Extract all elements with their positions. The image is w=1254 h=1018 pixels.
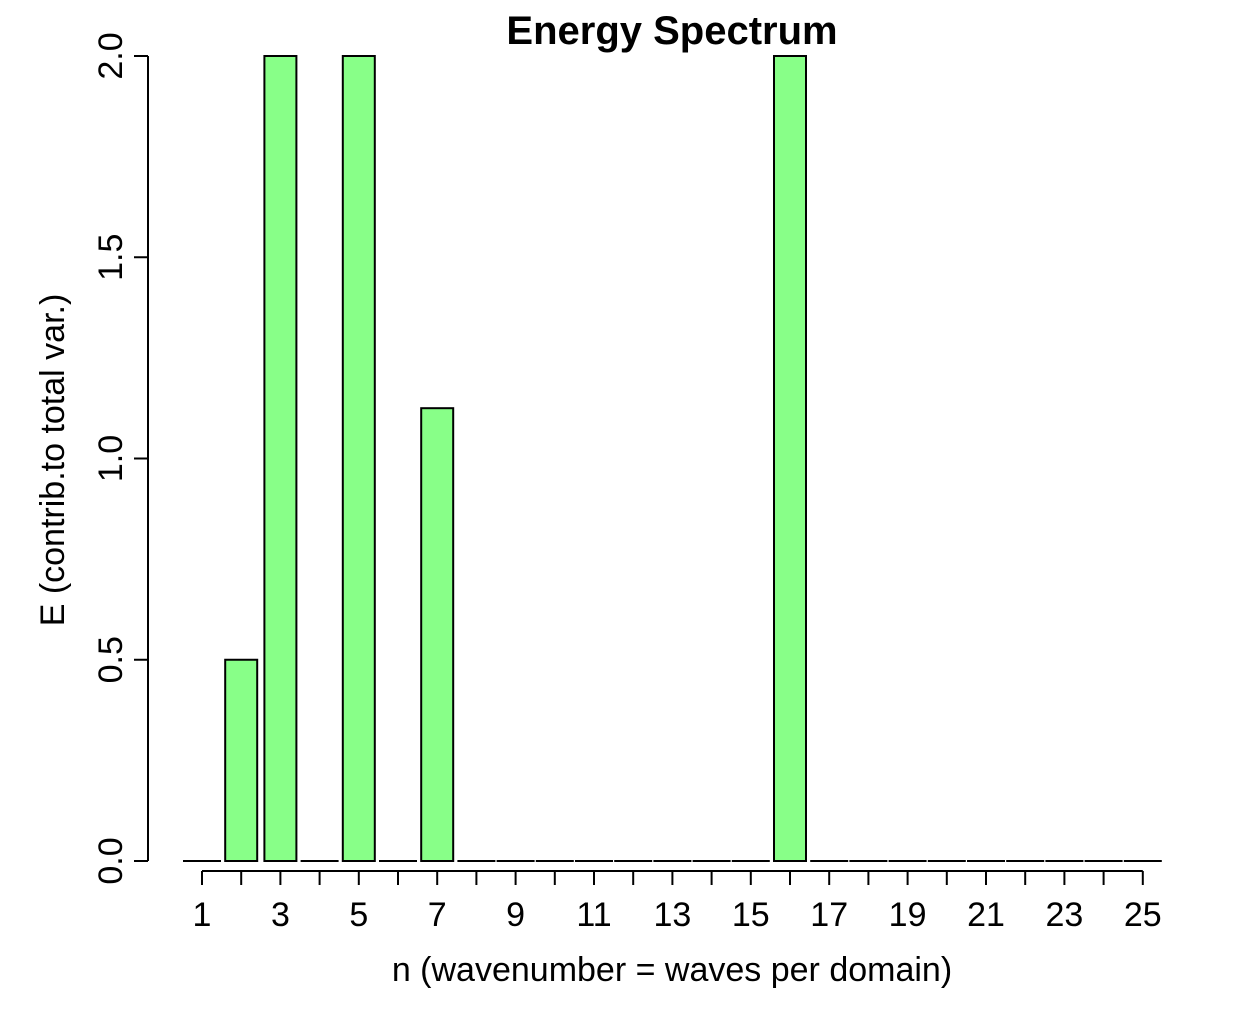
y-axis-label: E (contrib.to total var.) xyxy=(34,294,72,627)
x-tick-label: 23 xyxy=(1045,896,1083,934)
x-tick-label: 5 xyxy=(349,896,368,934)
x-tick-label: 13 xyxy=(653,896,691,934)
y-tick-label: 0.0 xyxy=(92,837,130,884)
bar-n5 xyxy=(341,55,376,862)
y-tick-label: 1.5 xyxy=(92,234,130,281)
x-tick-label: 1 xyxy=(193,896,212,934)
x-axis: 1 3 5 7 9 11 13 15 17 19 21 23 25 xyxy=(193,870,1162,934)
y-tick-label: 2.0 xyxy=(92,32,130,79)
bar-n3 xyxy=(263,55,298,862)
x-tick-label: 9 xyxy=(506,896,525,934)
x-tick-label: 25 xyxy=(1124,896,1162,934)
bar-n7 xyxy=(420,407,455,862)
x-tick-label: 21 xyxy=(967,896,1005,934)
bar-n16 xyxy=(773,55,807,862)
x-tick-label: 15 xyxy=(732,896,770,934)
y-tick-label: 0.5 xyxy=(92,636,130,683)
x-tick-label: 11 xyxy=(576,896,611,934)
x-tick-label: 19 xyxy=(889,896,927,934)
x-axis-label: n (wavenumber = waves per domain) xyxy=(392,951,952,989)
bars-group xyxy=(183,55,1162,862)
x-tick-label: 3 xyxy=(271,896,290,934)
chart-title: Energy Spectrum xyxy=(506,9,837,53)
x-tick-label: 17 xyxy=(810,896,848,934)
bar-n2 xyxy=(224,658,259,862)
y-tick-label: 1.0 xyxy=(92,435,130,482)
x-tick-label: 7 xyxy=(428,896,447,934)
y-axis: 0.0 0.5 1.0 1.5 2.0 xyxy=(92,32,149,885)
